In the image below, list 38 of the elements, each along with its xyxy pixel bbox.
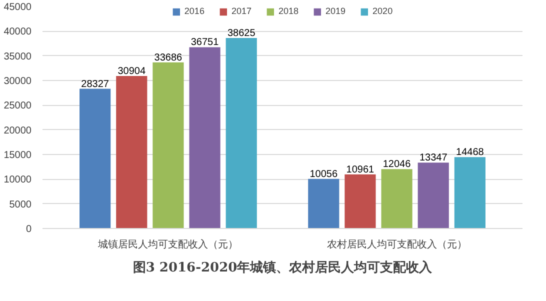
legend-label: 2020: [372, 6, 393, 16]
bar: [189, 47, 220, 228]
x-tick-label: 城镇居民人均可支配收入（元）: [97, 238, 238, 250]
bar: [152, 62, 184, 228]
legend-label: 2017: [231, 6, 252, 16]
data-label: 33686: [154, 52, 183, 64]
y-tick-label: 35000: [4, 51, 32, 62]
data-label: 14468: [456, 147, 484, 158]
data-label: 30904: [118, 66, 146, 78]
bar: [308, 178, 340, 228]
bar: [454, 157, 486, 228]
bar: [226, 38, 257, 228]
bar: [80, 88, 111, 228]
y-tick-label: 25000: [4, 100, 32, 112]
y-tick-label: 10000: [4, 174, 32, 186]
bar: [418, 162, 449, 228]
y-tick-label: 15000: [4, 150, 32, 161]
y-tick-label: 30000: [4, 76, 32, 87]
data-label: 10961: [346, 164, 375, 176]
y-tick-label: 20000: [4, 125, 32, 136]
bar: [344, 174, 376, 228]
y-tick-label: 0: [26, 224, 32, 235]
data-label: 36751: [190, 37, 220, 48]
bar: [116, 76, 148, 228]
y-tick-label: 40000: [4, 26, 32, 38]
legend-label: 2019: [326, 6, 346, 16]
bar: [381, 169, 412, 228]
y-tick-label: 5000: [9, 199, 32, 210]
data-label: 12046: [382, 159, 412, 170]
text: 图3 2016-2020年城镇、农村居民人均可支配收入: [132, 260, 434, 276]
legend-label: 2016: [184, 6, 204, 16]
x-tick-label: 农村居民人均可支配收入（元）: [326, 238, 467, 250]
data-label: 13347: [419, 152, 448, 164]
legend-label: 2018: [278, 6, 299, 16]
data-label: 28327: [81, 78, 110, 90]
data-label: 10056: [310, 168, 338, 180]
y-tick-label: 45000: [4, 2, 32, 13]
data-label: 38625: [227, 28, 256, 39]
